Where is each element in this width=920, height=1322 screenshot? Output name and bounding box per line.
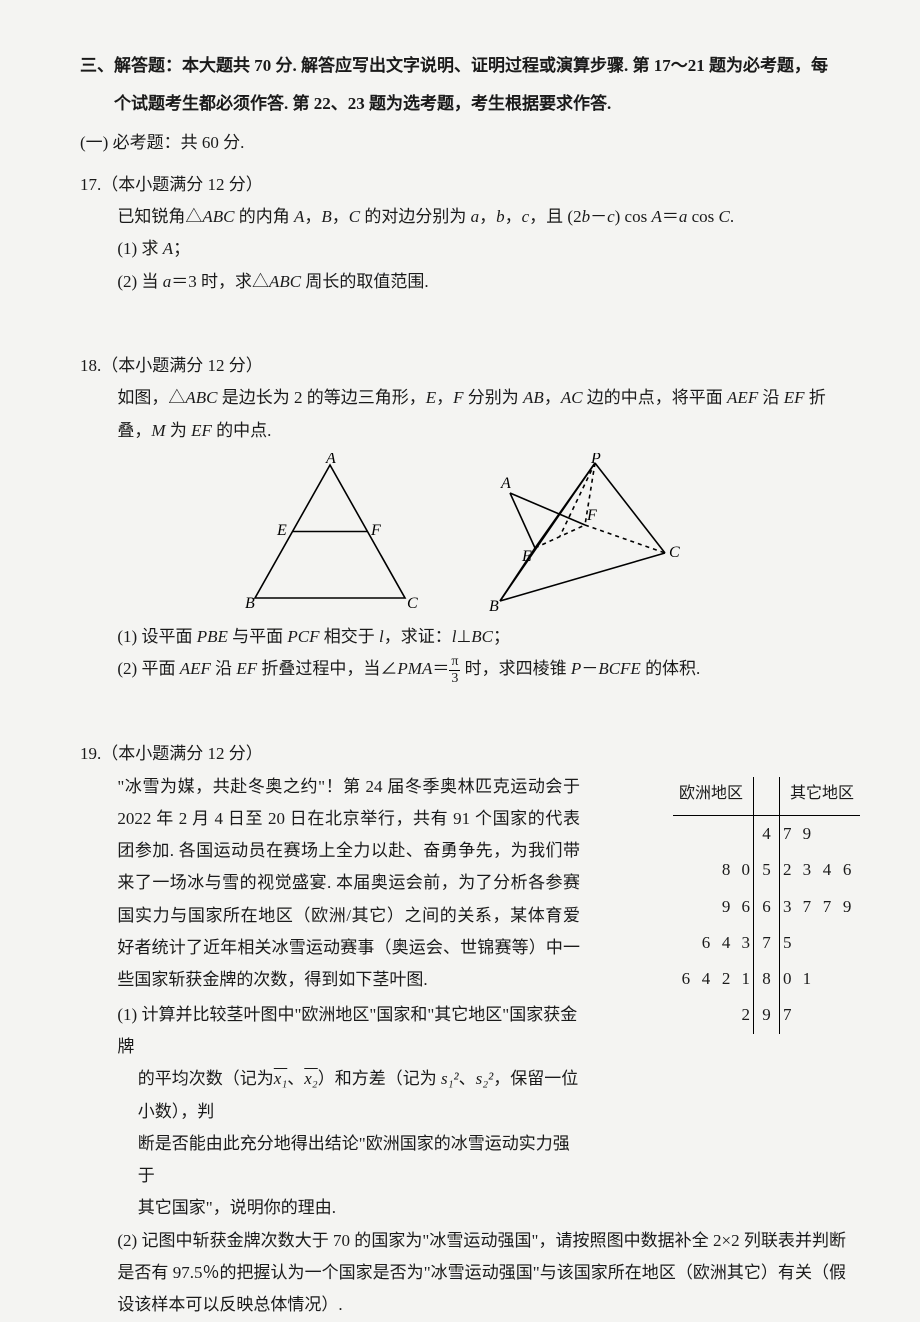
lbl: E bbox=[276, 522, 287, 539]
lbl: A bbox=[500, 475, 511, 492]
lbl: B bbox=[245, 595, 255, 612]
section-heading-line1: 三、解答题：本大题共 70 分. 解答应写出文字说明、证明过程或演算步骤. 第 … bbox=[80, 50, 850, 82]
t: 已知锐角△ bbox=[117, 207, 202, 226]
required-subheader: (一) 必考题：共 60 分. bbox=[80, 127, 850, 159]
t: 边的中点，将平面 bbox=[583, 388, 728, 407]
lbl: P bbox=[590, 453, 601, 467]
t: 叠， bbox=[117, 421, 151, 440]
q19-part1-l2: 的平均次数（记为x₁、x₂）和方差（记为 s₁²、s₂²，保留一位小数），判 bbox=[80, 1063, 580, 1128]
t: 分别为 bbox=[464, 388, 524, 407]
t: x₁ bbox=[274, 1069, 287, 1088]
q18-statement: 如图，△ABC 是边长为 2 的等边三角形，E，F 分别为 AB，AC 边的中点… bbox=[80, 382, 850, 414]
t: (1) 求 bbox=[117, 239, 162, 258]
q19-part1-l1: (1) 计算并比较茎叶图中"欧洲地区"国家和"其它地区"国家获金牌 bbox=[80, 999, 580, 1064]
q17-part1: (1) 求 A； bbox=[80, 233, 850, 265]
lbl: C bbox=[407, 595, 418, 612]
stem-leaf-plot: 欧洲地区 其它地区 479805234696637796437564218012… bbox=[673, 777, 860, 1034]
q17-statement: 已知锐角△ABC 的内角 A，B，C 的对边分别为 a，b，c，且 (2b－c)… bbox=[80, 201, 850, 233]
t: 是边长为 2 的等边三角形， bbox=[218, 388, 426, 407]
t: s₂² bbox=[476, 1069, 494, 1088]
lbl: A bbox=[325, 453, 336, 467]
t: 时，求四棱锥 bbox=[460, 659, 571, 678]
t: ，求证： bbox=[384, 627, 452, 646]
t: ) cos bbox=[615, 207, 652, 226]
stemleaf-header-left: 欧洲地区 bbox=[673, 777, 754, 816]
q19-part2: (2) 记图中斩获金牌次数大于 70 的国家为"冰雪运动强国"，请按照图中数据补… bbox=[80, 1225, 850, 1322]
t: 的内角 bbox=[235, 207, 295, 226]
t: 沿 bbox=[758, 388, 784, 407]
t: ＝ bbox=[432, 659, 449, 678]
lbl: B bbox=[489, 598, 499, 613]
t: ＝3 时，求△ bbox=[171, 272, 269, 291]
t: cos bbox=[687, 207, 718, 226]
t: π bbox=[449, 654, 460, 670]
fig-triangle-folded: A P B C E F bbox=[465, 453, 695, 613]
q19-part1-l3: 断是否能由此充分地得出结论"欧洲国家的冰雪运动实力强于 bbox=[80, 1128, 580, 1193]
t: 沿 bbox=[211, 659, 237, 678]
t: 折 bbox=[804, 388, 825, 407]
q18-figures: A B C E F A P B C bbox=[80, 453, 850, 613]
t: (1) 设平面 bbox=[117, 627, 196, 646]
t: s₁² bbox=[441, 1069, 459, 1088]
q17-header: 17.（本小题满分 12 分） bbox=[80, 169, 850, 201]
q19-header: 19.（本小题满分 12 分） bbox=[80, 738, 850, 770]
q17-part2: (2) 当 a＝3 时，求△ABC 周长的取值范围. bbox=[80, 266, 850, 298]
t: 相交于 bbox=[319, 627, 379, 646]
t: (2) 当 bbox=[117, 272, 162, 291]
t: 的中点. bbox=[212, 421, 272, 440]
q19-paragraph: "冰雪为媒，共赴冬奥之约"！第 24 届冬季奥林匹克运动会于 2022 年 2 … bbox=[80, 771, 580, 997]
lbl: F bbox=[586, 507, 597, 524]
section-heading-line2: 个试题考生都必须作答. 第 22、23 题为选考题，考生根据要求作答. bbox=[80, 88, 850, 120]
t: 的对边分别为 bbox=[360, 207, 471, 226]
fig-triangle-flat: A B C E F bbox=[235, 453, 425, 613]
q18-header: 18.（本小题满分 12 分） bbox=[80, 350, 850, 382]
lbl: E bbox=[521, 548, 532, 565]
stemleaf-header-right: 其它地区 bbox=[779, 777, 860, 816]
lbl: F bbox=[370, 522, 381, 539]
t: ； bbox=[493, 627, 510, 646]
t: 周长的取值范围. bbox=[301, 272, 429, 291]
q18-part2: (2) 平面 AEF 沿 EF 折叠过程中，当∠PMA＝π3 时，求四棱锥 P－… bbox=[80, 653, 850, 686]
t: 折叠过程中，当∠ bbox=[257, 659, 397, 678]
q19-part1-l4: 其它国家"，说明你的理由. bbox=[80, 1192, 580, 1224]
q18-statement2: 叠，M 为 EF 的中点. bbox=[80, 415, 850, 447]
t: x₂ bbox=[304, 1069, 317, 1088]
t: ）和方差（记为 bbox=[318, 1069, 441, 1088]
t: ； bbox=[173, 239, 190, 258]
t: ，且 (2 bbox=[529, 207, 581, 226]
t: 如图，△ bbox=[117, 388, 185, 407]
lbl: C bbox=[669, 544, 680, 561]
t: 的体积. bbox=[641, 659, 701, 678]
t: 、 bbox=[287, 1069, 304, 1088]
t: 的平均次数（记为 bbox=[138, 1069, 274, 1088]
t: 3 bbox=[449, 671, 460, 686]
t: 与平面 bbox=[228, 627, 288, 646]
q18-part1: (1) 设平面 PBE 与平面 PCF 相交于 l，求证：l⊥BC； bbox=[80, 621, 850, 653]
t: 为 bbox=[166, 421, 192, 440]
t: (2) 平面 bbox=[117, 659, 179, 678]
